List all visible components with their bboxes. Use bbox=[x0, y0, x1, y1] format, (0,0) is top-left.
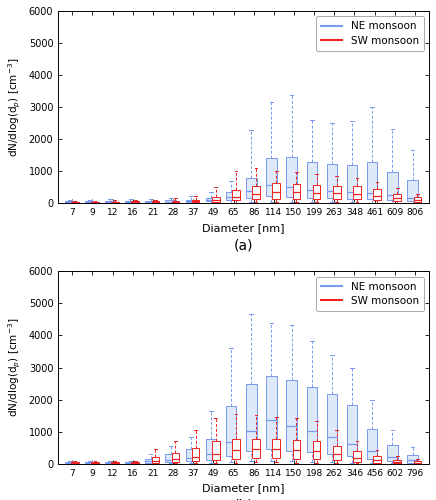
Bar bbox=[71, 462, 78, 464]
Bar bbox=[353, 186, 361, 200]
Bar bbox=[232, 190, 240, 200]
Bar bbox=[172, 200, 179, 202]
Bar bbox=[393, 194, 401, 202]
Bar bbox=[206, 198, 216, 202]
Bar bbox=[71, 202, 78, 203]
Bar bbox=[246, 178, 256, 198]
Text: (a): (a) bbox=[234, 238, 253, 252]
Bar bbox=[165, 200, 176, 202]
Bar bbox=[272, 439, 280, 458]
Bar bbox=[272, 184, 280, 198]
Bar bbox=[105, 201, 116, 202]
Bar bbox=[293, 440, 300, 458]
X-axis label: Diameter [nm]: Diameter [nm] bbox=[202, 483, 285, 493]
Bar bbox=[367, 430, 378, 459]
Bar bbox=[125, 201, 136, 202]
Bar bbox=[333, 446, 341, 460]
Bar bbox=[246, 384, 256, 451]
Bar bbox=[327, 394, 337, 454]
Bar bbox=[232, 439, 240, 459]
Legend: NE monsoon, SW monsoon: NE monsoon, SW monsoon bbox=[316, 16, 424, 50]
Bar bbox=[286, 380, 297, 450]
Bar bbox=[293, 184, 300, 198]
Bar bbox=[347, 406, 357, 456]
Bar bbox=[111, 202, 119, 203]
Bar bbox=[333, 186, 341, 199]
Bar bbox=[252, 438, 260, 458]
Bar bbox=[91, 202, 99, 203]
Bar bbox=[413, 461, 421, 464]
Bar bbox=[85, 462, 95, 464]
Bar bbox=[131, 462, 139, 464]
Y-axis label: dN/dlog(d$_p$) [cm$^{-3}$]: dN/dlog(d$_p$) [cm$^{-3}$] bbox=[7, 58, 23, 157]
Bar bbox=[192, 448, 200, 462]
Bar bbox=[286, 157, 297, 197]
Bar bbox=[373, 190, 381, 200]
Bar bbox=[91, 462, 99, 464]
Bar bbox=[313, 184, 320, 199]
Bar bbox=[145, 458, 156, 462]
Y-axis label: dN/dlog(d$_p$) [cm$^{-3}$]: dN/dlog(d$_p$) [cm$^{-3}$] bbox=[7, 318, 23, 417]
Bar bbox=[367, 162, 378, 199]
Bar bbox=[105, 462, 116, 464]
Bar bbox=[387, 445, 398, 462]
Bar bbox=[373, 456, 381, 462]
Bar bbox=[111, 462, 119, 464]
Bar bbox=[145, 201, 156, 202]
X-axis label: Diameter [nm]: Diameter [nm] bbox=[202, 222, 285, 232]
Bar bbox=[407, 180, 418, 202]
Bar bbox=[252, 186, 260, 200]
Bar bbox=[387, 172, 398, 200]
Text: (b): (b) bbox=[234, 498, 253, 500]
Bar bbox=[151, 458, 159, 462]
Bar bbox=[353, 451, 361, 462]
Bar bbox=[65, 462, 75, 464]
Bar bbox=[266, 158, 277, 196]
Bar bbox=[307, 162, 317, 198]
Bar bbox=[313, 441, 320, 459]
Bar bbox=[206, 440, 216, 460]
Bar bbox=[226, 192, 236, 200]
Bar bbox=[151, 201, 159, 202]
Bar bbox=[413, 197, 421, 202]
Bar bbox=[186, 200, 196, 202]
Bar bbox=[347, 166, 357, 198]
Bar bbox=[212, 197, 220, 202]
Bar bbox=[407, 454, 418, 462]
Bar bbox=[192, 200, 200, 202]
Bar bbox=[125, 462, 136, 464]
Bar bbox=[393, 460, 401, 463]
Bar bbox=[212, 442, 220, 460]
Bar bbox=[165, 454, 176, 462]
Legend: NE monsoon, SW monsoon: NE monsoon, SW monsoon bbox=[316, 276, 424, 311]
Bar bbox=[327, 164, 337, 198]
Bar bbox=[266, 376, 277, 448]
Bar bbox=[186, 448, 196, 462]
Bar bbox=[307, 386, 317, 452]
Bar bbox=[226, 406, 236, 456]
Bar bbox=[172, 453, 179, 462]
